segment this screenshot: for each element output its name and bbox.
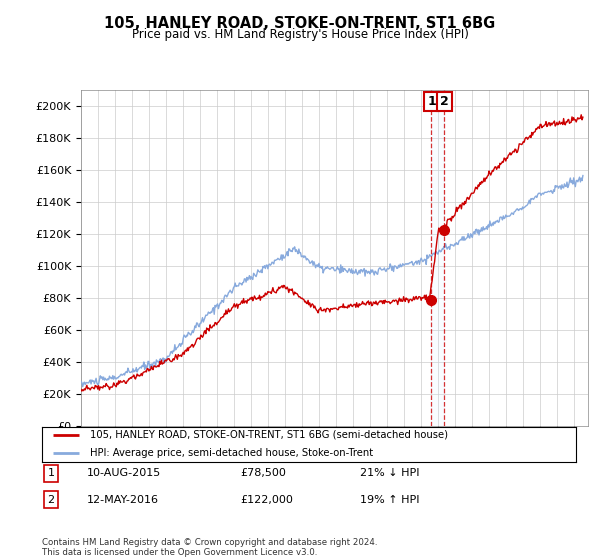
Text: Contains HM Land Registry data © Crown copyright and database right 2024.
This d: Contains HM Land Registry data © Crown c…	[42, 538, 377, 557]
Text: HPI: Average price, semi-detached house, Stoke-on-Trent: HPI: Average price, semi-detached house,…	[90, 449, 373, 458]
Text: Price paid vs. HM Land Registry's House Price Index (HPI): Price paid vs. HM Land Registry's House …	[131, 28, 469, 41]
Text: 10-AUG-2015: 10-AUG-2015	[87, 468, 161, 478]
Text: 19% ↑ HPI: 19% ↑ HPI	[360, 494, 419, 505]
Text: 2: 2	[47, 494, 55, 505]
Text: 21% ↓ HPI: 21% ↓ HPI	[360, 468, 419, 478]
Bar	[431, 90, 445, 426]
Text: 105, HANLEY ROAD, STOKE-ON-TRENT, ST1 6BG: 105, HANLEY ROAD, STOKE-ON-TRENT, ST1 6B…	[104, 16, 496, 31]
Text: 1: 1	[47, 468, 55, 478]
Text: £78,500: £78,500	[240, 468, 286, 478]
Text: 105, HANLEY ROAD, STOKE-ON-TRENT, ST1 6BG (semi-detached house): 105, HANLEY ROAD, STOKE-ON-TRENT, ST1 6B…	[90, 430, 448, 440]
Text: £122,000: £122,000	[240, 494, 293, 505]
Text: 12-MAY-2016: 12-MAY-2016	[87, 494, 159, 505]
Text: 1: 1	[427, 95, 436, 108]
Text: 2: 2	[440, 95, 449, 108]
